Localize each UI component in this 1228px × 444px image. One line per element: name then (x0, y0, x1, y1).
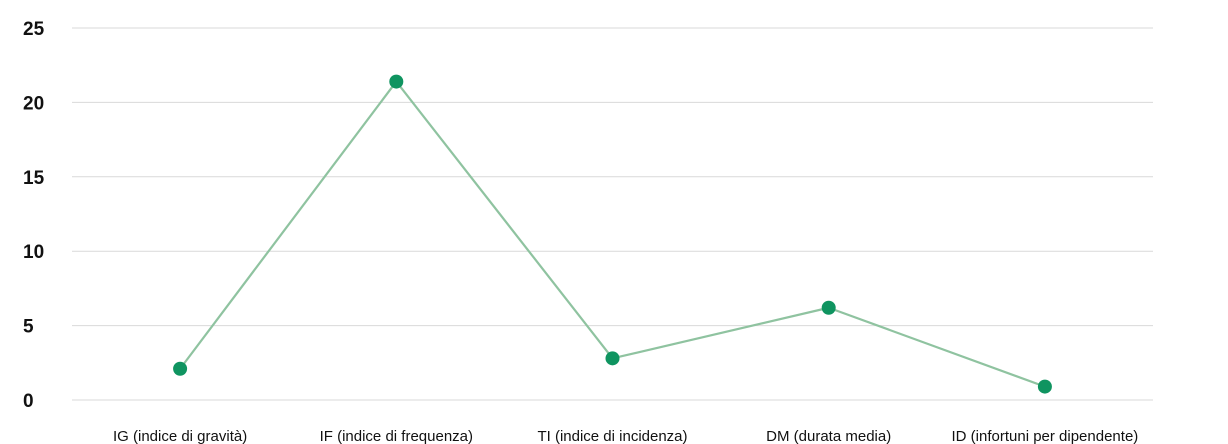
x-axis-tick-labels: IG (indice di gravità) IF (indice di freq… (113, 428, 1138, 444)
y-tick-label: 10 (23, 242, 44, 263)
y-tick-label: 0 (23, 391, 34, 412)
x-tick-label: IG (indice di gravità) (113, 428, 247, 444)
y-axis-tick-labels: 0 5 10 15 20 25 (23, 19, 45, 412)
y-tick-label: 25 (23, 19, 45, 40)
series-line-path (179, 80, 1046, 388)
series-markers (173, 74, 1052, 394)
x-tick-label: TI (indice di incidenza) (537, 428, 687, 444)
y-tick-label: 5 (23, 317, 34, 338)
data-point (389, 74, 404, 89)
x-tick-label: IF (indice di frequenza) (320, 428, 473, 444)
data-point (605, 351, 620, 366)
x-tick-label: DM (durata media) (766, 428, 891, 444)
grid-lines (72, 27, 1153, 401)
y-tick-label: 15 (23, 168, 45, 189)
data-point (1037, 379, 1052, 394)
data-point (821, 300, 836, 315)
x-tick-label: ID (infortuni per dipendente) (952, 428, 1139, 444)
y-tick-label: 20 (23, 93, 44, 114)
series-line (179, 80, 1046, 388)
data-point (173, 361, 188, 376)
